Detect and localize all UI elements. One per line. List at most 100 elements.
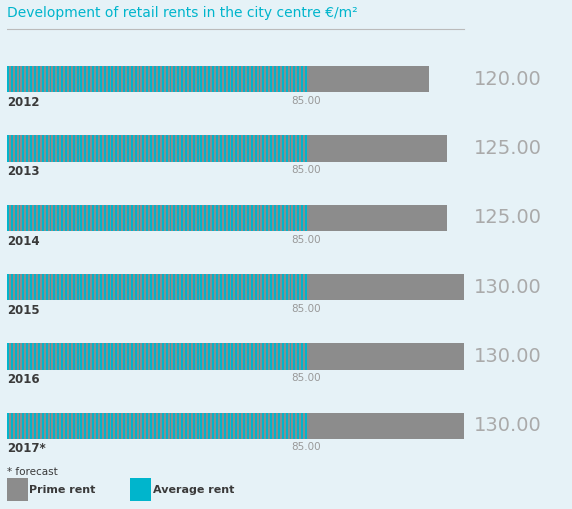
Bar bbox=[78, 205, 81, 231]
Bar bbox=[344, 135, 345, 162]
Bar bbox=[109, 135, 112, 162]
Bar bbox=[40, 135, 42, 162]
Bar bbox=[289, 205, 292, 231]
Bar bbox=[181, 205, 183, 231]
Bar bbox=[361, 413, 363, 439]
Bar bbox=[358, 135, 359, 162]
Bar bbox=[194, 413, 197, 439]
Bar bbox=[166, 66, 168, 93]
Bar bbox=[243, 66, 245, 93]
Bar bbox=[408, 66, 410, 93]
Text: 120.00: 120.00 bbox=[474, 70, 541, 89]
Bar bbox=[348, 413, 349, 439]
Bar bbox=[112, 66, 113, 93]
Bar bbox=[129, 274, 131, 300]
Bar bbox=[243, 413, 245, 439]
Bar bbox=[402, 413, 404, 439]
Bar bbox=[270, 344, 272, 370]
Bar bbox=[229, 135, 232, 162]
Bar bbox=[336, 135, 338, 162]
Bar bbox=[367, 344, 369, 370]
Bar bbox=[330, 66, 332, 93]
Bar bbox=[17, 205, 18, 231]
Bar bbox=[394, 66, 396, 93]
Bar bbox=[338, 274, 340, 300]
Bar bbox=[55, 413, 57, 439]
Bar bbox=[22, 274, 25, 300]
Bar bbox=[228, 413, 229, 439]
Text: 85.00: 85.00 bbox=[291, 373, 321, 383]
Bar bbox=[81, 66, 82, 93]
Bar bbox=[112, 274, 113, 300]
Bar bbox=[42, 205, 43, 231]
Bar bbox=[218, 274, 220, 300]
Bar bbox=[198, 205, 201, 231]
Bar bbox=[257, 344, 259, 370]
Bar bbox=[435, 344, 436, 370]
Bar bbox=[334, 413, 336, 439]
Bar bbox=[247, 274, 249, 300]
Bar bbox=[243, 205, 245, 231]
Bar bbox=[11, 135, 13, 162]
Bar bbox=[189, 413, 191, 439]
Bar bbox=[380, 66, 383, 93]
Bar bbox=[123, 135, 125, 162]
Bar bbox=[406, 66, 408, 93]
Bar bbox=[146, 413, 148, 439]
Bar bbox=[307, 274, 309, 300]
Bar bbox=[439, 344, 440, 370]
Bar bbox=[121, 205, 123, 231]
Bar bbox=[309, 205, 311, 231]
Bar bbox=[100, 413, 102, 439]
Bar bbox=[102, 205, 104, 231]
Bar bbox=[176, 274, 177, 300]
Bar bbox=[363, 135, 365, 162]
Bar bbox=[245, 205, 247, 231]
Bar bbox=[462, 274, 464, 300]
Bar bbox=[373, 274, 375, 300]
Bar bbox=[42, 413, 43, 439]
Bar bbox=[379, 205, 380, 231]
Bar bbox=[36, 135, 38, 162]
Bar bbox=[104, 274, 106, 300]
Bar bbox=[40, 344, 42, 370]
Bar bbox=[369, 66, 371, 93]
Bar bbox=[359, 413, 361, 439]
Bar bbox=[47, 274, 50, 300]
Bar bbox=[137, 66, 138, 93]
Bar bbox=[297, 66, 299, 93]
Bar bbox=[317, 274, 319, 300]
Bar bbox=[108, 135, 109, 162]
Bar bbox=[173, 413, 176, 439]
Bar bbox=[317, 205, 319, 231]
Text: 2014: 2014 bbox=[7, 235, 39, 247]
Bar bbox=[173, 205, 176, 231]
Bar bbox=[404, 413, 406, 439]
Bar bbox=[18, 135, 21, 162]
Bar bbox=[408, 413, 410, 439]
Bar bbox=[73, 66, 75, 93]
Bar bbox=[408, 205, 410, 231]
Bar bbox=[119, 66, 121, 93]
Bar bbox=[125, 413, 127, 439]
Bar bbox=[77, 413, 78, 439]
Bar bbox=[179, 274, 181, 300]
Bar bbox=[340, 344, 342, 370]
Bar bbox=[309, 413, 311, 439]
Bar bbox=[172, 135, 173, 162]
Bar bbox=[21, 205, 22, 231]
Bar bbox=[9, 413, 11, 439]
Bar bbox=[324, 205, 326, 231]
Bar bbox=[7, 66, 9, 93]
Bar bbox=[214, 274, 216, 300]
Bar bbox=[137, 205, 138, 231]
Bar bbox=[444, 274, 446, 300]
Bar bbox=[264, 135, 267, 162]
Bar bbox=[404, 344, 406, 370]
Bar bbox=[90, 344, 92, 370]
Bar bbox=[210, 413, 212, 439]
Bar bbox=[338, 413, 340, 439]
Bar bbox=[193, 274, 194, 300]
Bar bbox=[249, 344, 251, 370]
Bar bbox=[272, 205, 274, 231]
